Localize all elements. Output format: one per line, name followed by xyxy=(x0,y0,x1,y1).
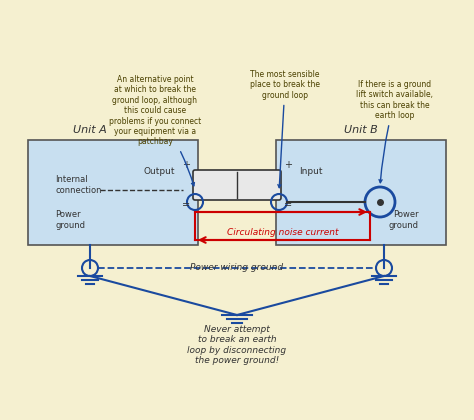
Text: The most sensible
place to break the
ground loop: The most sensible place to break the gro… xyxy=(250,70,320,188)
Text: Input: Input xyxy=(299,168,322,176)
FancyBboxPatch shape xyxy=(276,140,446,245)
Text: An alternative point
at which to break the
ground loop, although
this could caus: An alternative point at which to break t… xyxy=(109,75,201,186)
Text: Circulating noise current: Circulating noise current xyxy=(227,228,339,237)
Text: +: + xyxy=(182,160,190,170)
Text: If there is a ground
lift switch available,
this can break the
earth loop: If there is a ground lift switch availab… xyxy=(356,80,434,183)
Text: Output: Output xyxy=(144,168,175,176)
Text: Never attempt
to break an earth
loop by disconnecting
the power ground!: Never attempt to break an earth loop by … xyxy=(187,325,287,365)
Text: =: = xyxy=(284,200,292,210)
Text: +: + xyxy=(284,160,292,170)
Text: =: = xyxy=(182,200,190,210)
Text: Internal
connection: Internal connection xyxy=(55,175,101,195)
Text: Power wiring ground: Power wiring ground xyxy=(191,263,283,272)
Text: Power
ground: Power ground xyxy=(389,210,419,230)
FancyBboxPatch shape xyxy=(193,170,281,200)
Text: Unit B: Unit B xyxy=(344,125,378,135)
FancyBboxPatch shape xyxy=(28,140,198,245)
Text: Unit A: Unit A xyxy=(73,125,107,135)
Text: Power
ground: Power ground xyxy=(55,210,85,230)
